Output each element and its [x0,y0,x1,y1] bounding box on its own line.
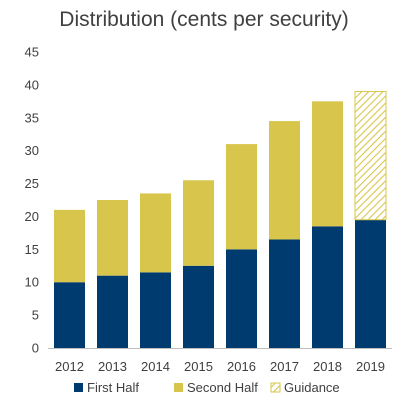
y-tick-label: 20 [25,209,39,224]
bar-first-half [97,275,128,348]
legend-label: Second Half [187,380,258,395]
bar-second-half [269,121,300,240]
bar-first-half [355,219,386,348]
bar-first-half [140,272,171,348]
axis-layer: 0 5 10 15 20 25 30 35 40 45 2012 2013 2014 2015 2016 20… [25,45,392,374]
x-tick-label: 2019 [356,359,385,374]
legend-label: Guidance [284,380,340,395]
legend-swatch [74,383,83,392]
y-tick-label: 30 [25,143,39,158]
bar-second-half [226,144,257,250]
legend: First Half Second Half Guidance [74,380,340,395]
y-tick-label: 35 [25,110,39,125]
x-tick-label: 2015 [184,359,213,374]
x-tick-label: 2013 [98,359,127,374]
chart-title: Distribution (cents per security) [59,8,349,31]
bar-second-half [183,180,214,266]
bars-layer [54,90,387,348]
y-tick-label: 40 [25,77,39,92]
x-tick-label: 2016 [227,359,256,374]
y-tick-label: 15 [25,242,39,257]
legend-swatch [174,383,183,392]
legend-swatch [270,382,281,393]
legend-label: First Half [87,380,139,395]
bar-second-half [54,209,85,283]
bar-guidance [354,90,387,221]
bar-first-half [226,249,257,348]
bar-first-half [183,265,214,348]
bar-second-half [312,101,343,227]
x-tick-label: 2012 [55,359,84,374]
y-tick-label: 25 [25,176,39,191]
bar-first-half [269,239,300,348]
y-tick-label: 0 [32,341,39,356]
x-tick-label: 2014 [141,359,170,374]
y-tick-label: 45 [25,45,39,60]
y-tick-label: 5 [32,308,39,323]
y-tick-label: 10 [25,275,39,290]
x-tick-label: 2017 [270,359,299,374]
bar-second-half [140,193,171,273]
x-tick-label: 2018 [313,359,342,374]
bar-first-half [54,282,85,348]
bar-first-half [312,226,343,348]
bar-second-half [97,200,128,276]
